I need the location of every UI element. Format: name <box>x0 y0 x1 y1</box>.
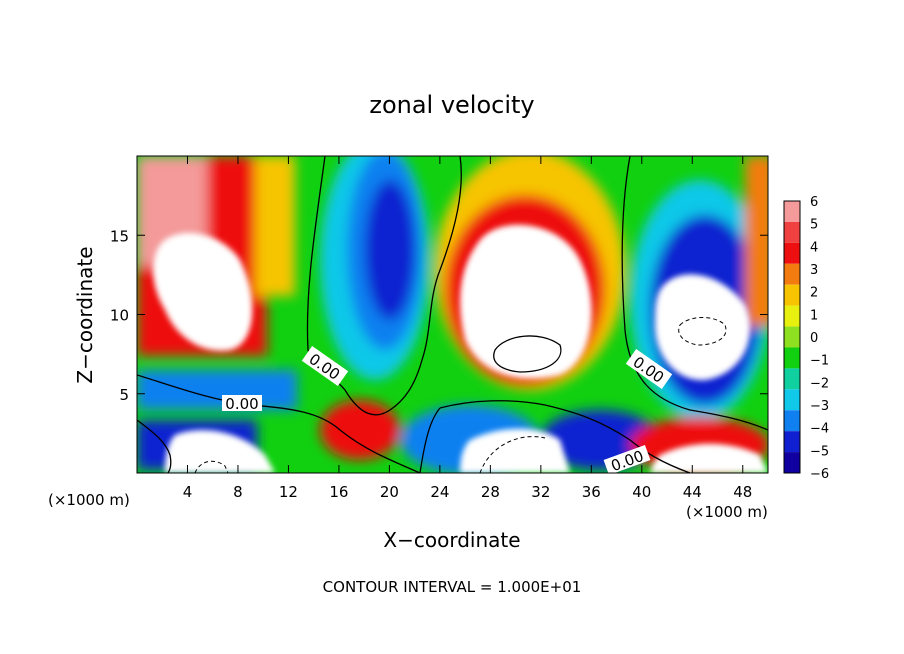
colorbar-label: 2 <box>810 286 818 301</box>
colorbar-swatch <box>784 242 800 264</box>
colorbar-label: 6 <box>810 195 818 210</box>
contour-interval-note: CONTOUR INTERVAL = 1.000E+01 <box>323 578 582 596</box>
x-tick-label: 8 <box>233 483 243 501</box>
colorbar-swatch <box>784 263 800 285</box>
x-tick-label: 48 <box>733 483 752 501</box>
x-tick-label: 40 <box>632 483 651 501</box>
colorbar-swatch <box>784 326 800 348</box>
y-axis: 5 10 15 <box>110 227 768 404</box>
colorbar-swatch <box>784 368 800 390</box>
x-axis: 4 8 12 16 20 24 28 32 36 40 44 48 <box>183 156 752 501</box>
plot-area: 0.00 0.00 0.00 0.00 <box>137 156 768 473</box>
colorbar-swatch <box>784 410 800 432</box>
colorbar-swatch <box>784 452 800 473</box>
x-tick-label: 44 <box>683 483 702 501</box>
y-tick-label: 15 <box>110 227 129 245</box>
colorbar-swatch <box>784 201 800 222</box>
x-tick-label: 36 <box>582 483 601 501</box>
colorbar-frame <box>783 200 801 474</box>
colorbar-label: 3 <box>810 263 818 278</box>
colorbar-swatch <box>784 221 800 243</box>
y-axis-label: Z−coordinate <box>73 246 97 383</box>
colorbar-label: 0 <box>810 331 818 346</box>
chart-title: zonal velocity <box>369 91 534 119</box>
x-tick-label: 24 <box>430 483 449 501</box>
y-tick-label: 10 <box>110 307 129 325</box>
y-tick-label: 5 <box>119 386 129 404</box>
contour-label: 0.00 <box>225 395 258 413</box>
x-axis-label: X−coordinate <box>383 528 520 552</box>
colorbar-label: −3 <box>810 399 829 414</box>
colorbar-label: 4 <box>810 240 818 255</box>
colorbar-label: −6 <box>810 467 829 482</box>
x-tick-label: 28 <box>481 483 500 501</box>
colorbar-label: −5 <box>810 444 829 459</box>
colorbar-swatch <box>784 347 800 369</box>
colorbar-label: −1 <box>810 354 829 369</box>
colorbar-swatch <box>784 305 800 327</box>
colorbar: 6 5 4 3 2 1 0 −1 −2 −3 −4 −5 −6 <box>783 195 829 482</box>
colorbar-label: 1 <box>810 308 818 323</box>
x-units-left: (×1000 m) <box>48 491 130 509</box>
colorbar-label: −2 <box>810 376 829 391</box>
colorbar-swatch <box>784 284 800 306</box>
x-tick-label: 12 <box>279 483 298 501</box>
x-tick-label: 32 <box>531 483 550 501</box>
x-tick-label: 20 <box>380 483 399 501</box>
colorbar-swatch <box>784 431 800 453</box>
colorbar-label: 5 <box>810 218 818 233</box>
colorbar-label: −4 <box>810 422 829 437</box>
x-tick-label: 16 <box>329 483 348 501</box>
x-units-right: (×1000 m) <box>686 503 768 521</box>
colorbar-swatch <box>784 389 800 411</box>
x-tick-label: 4 <box>183 483 193 501</box>
